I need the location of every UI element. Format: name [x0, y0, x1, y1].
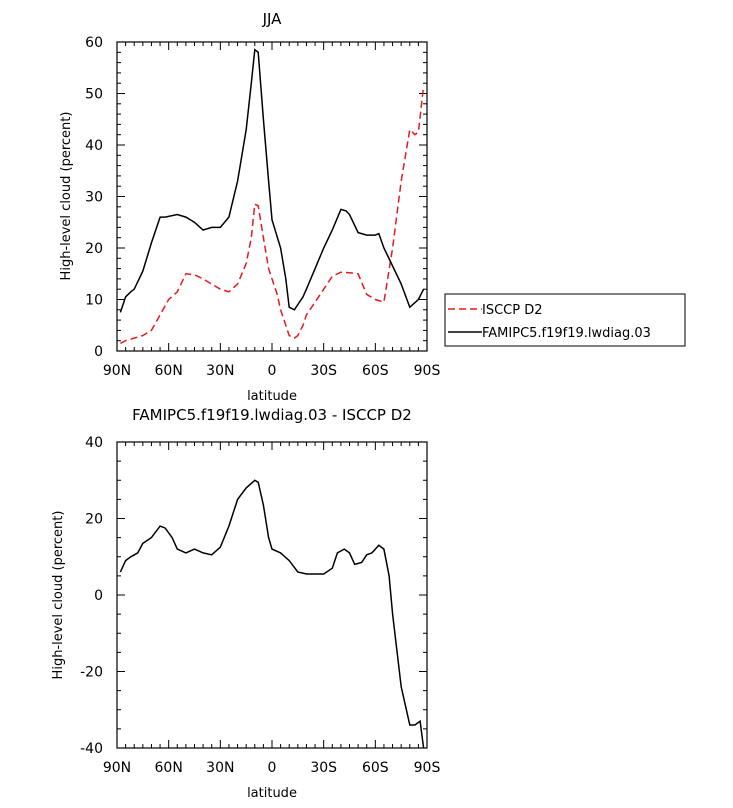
bottom-x-tick-label: 60S	[362, 760, 389, 776]
bottom-y-tick-label: 40	[85, 435, 103, 451]
top-series-lines	[119, 48, 425, 344]
top-x-tick-label: 90N	[103, 363, 131, 379]
bottom-series-lines	[119, 479, 425, 749]
top-chart-panel: JJA 90N 60N 30N 0 30S 60S 90S 0 10 20 30 40 50 60 la…	[59, 10, 686, 404]
top-x-tick-label: 30N	[206, 363, 234, 379]
bottom-y-tick-label: -40	[80, 741, 103, 757]
bottom-chart-panel: FAMIPC5.f19f19.lwdiag.03 - ISCCP D2 90N 6…	[51, 406, 440, 801]
top-y-axis-label: High-level cloud (percent)	[59, 112, 74, 281]
legend-box	[444, 293, 686, 347]
bottom-chart-title: FAMIPC5.f19f19.lwdiag.03 - ISCCP D2	[132, 406, 412, 424]
bottom-y-tick-labels: -40 -20 0 20 40	[80, 435, 103, 757]
legend-label-famip: FAMIPC5.f19f19.lwdiag.03	[482, 326, 651, 341]
bottom-x-tick-label: 90N	[103, 760, 131, 776]
top-axis-ticks	[116, 41, 428, 352]
top-x-tick-label: 60S	[362, 363, 389, 379]
top-x-tick-labels: 90N 60N 30N 0 30S 60S 90S	[103, 363, 441, 379]
top-y-tick-label: 50	[85, 87, 103, 103]
bottom-axis-ticks	[116, 441, 428, 749]
bottom-series-line-0	[119, 479, 425, 749]
bottom-x-tick-label: 90S	[414, 760, 441, 776]
top-x-tick-label: 60N	[155, 363, 183, 379]
top-chart-title: JJA	[262, 10, 283, 28]
top-x-tick-label: 30S	[310, 363, 337, 379]
bottom-x-tick-label: 0	[268, 760, 277, 776]
legend: ISCCP D2 FAMIPC5.f19f19.lwdiag.03	[444, 293, 686, 347]
bottom-y-axis-label: High-level cloud (percent)	[51, 511, 66, 680]
bottom-y-tick-label: 20	[85, 512, 103, 528]
top-series-line-0	[120, 85, 425, 344]
top-y-tick-labels: 0 10 20 30 40 50 60	[85, 35, 103, 360]
bottom-y-tick-label: -20	[80, 665, 103, 681]
bottom-x-tick-label: 60N	[155, 760, 183, 776]
top-y-tick-label: 40	[85, 138, 103, 154]
top-x-tick-label: 0	[268, 363, 277, 379]
bottom-x-tick-labels: 90N 60N 30N 0 30S 60S 90S	[103, 760, 441, 776]
top-y-tick-label: 60	[85, 35, 103, 51]
top-series-line-1	[119, 48, 425, 313]
top-x-tick-label: 90S	[414, 363, 441, 379]
top-y-tick-label: 10	[85, 293, 103, 309]
top-y-tick-label: 30	[85, 190, 103, 206]
bottom-plot-frame	[116, 441, 428, 749]
bottom-x-tick-label: 30S	[310, 760, 337, 776]
top-x-axis-label: latitude	[247, 389, 297, 404]
top-y-tick-label: 0	[94, 344, 103, 360]
bottom-x-axis-label: latitude	[247, 786, 297, 801]
bottom-x-tick-label: 30N	[206, 760, 234, 776]
top-y-tick-label: 20	[85, 241, 103, 257]
legend-label-isccp: ISCCP D2	[482, 303, 543, 318]
top-plot-frame	[116, 41, 428, 352]
bottom-y-tick-label: 0	[94, 588, 103, 604]
